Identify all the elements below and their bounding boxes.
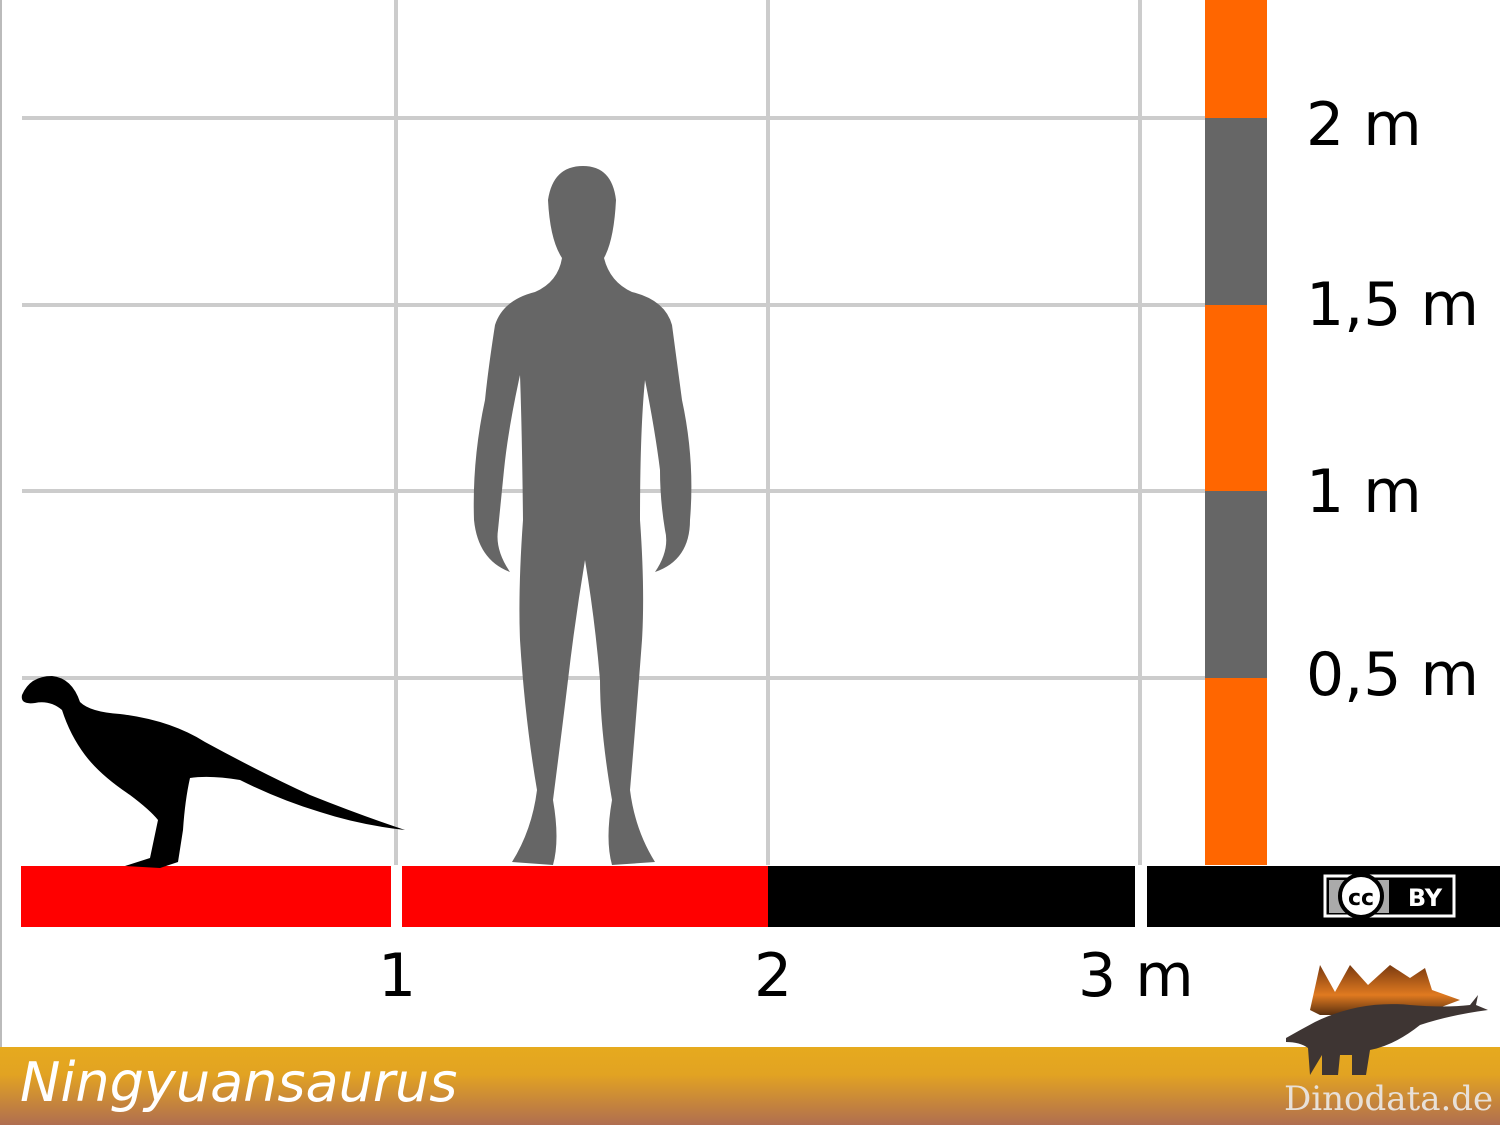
page-title: Ningyuansaurus	[20, 1051, 457, 1114]
x-tick-2: 2	[754, 941, 792, 1011]
brand-text: Dinodata.de	[1284, 1079, 1493, 1119]
stegosaurus-silhouette	[1286, 995, 1488, 1075]
title-band	[0, 1047, 1500, 1125]
stegosaurus-plates	[1310, 965, 1460, 1015]
y-tick-0-5m: 0,5 m	[1306, 640, 1479, 710]
dinodata-logo: Dinodata.de	[1284, 965, 1493, 1119]
vertical-scale-bar	[1205, 0, 1267, 865]
y-tick-1m: 1 m	[1306, 457, 1422, 527]
y-tick-2m: 2 m	[1306, 90, 1422, 160]
x-tick-1: 1	[378, 941, 416, 1011]
ningyuansaurus-silhouette	[21, 676, 405, 868]
human-silhouette	[473, 166, 692, 865]
cc-icon	[1338, 873, 1384, 919]
cc-by-license-badge[interactable]: cc BY	[1323, 873, 1456, 919]
by-text: BY	[1408, 884, 1443, 912]
cc-text: cc	[1348, 886, 1374, 911]
y-tick-1-5m: 1,5 m	[1306, 270, 1479, 340]
x-tick-3m: 3 m	[1078, 941, 1194, 1011]
ground-scale-bar	[21, 866, 1500, 927]
